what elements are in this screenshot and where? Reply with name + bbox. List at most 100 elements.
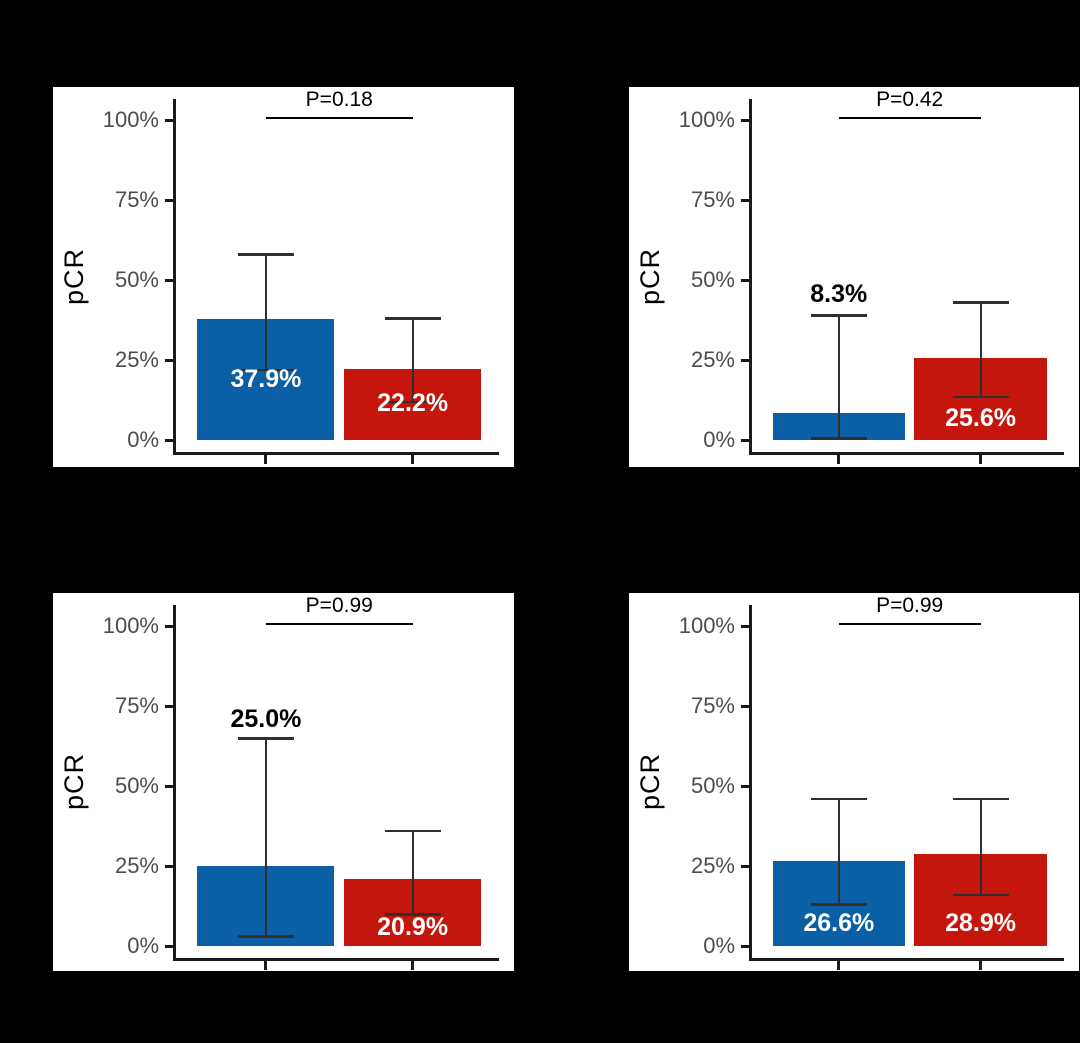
x-tick-mark <box>264 455 268 464</box>
error-bar-cap <box>810 437 867 440</box>
chart-panel-top-left: pCR 0% 25% 50% 75% 100% P=0.18 37.9% 22.2% <box>53 87 514 467</box>
bar-value-label: 8.3% <box>810 280 868 309</box>
y-tick-label: 75% <box>114 187 159 212</box>
error-bar-cap <box>952 797 1009 801</box>
y-tick-label: 0% <box>703 427 735 452</box>
chart-panel-bottom-left: pCR 0% 25% 50% 75% 100% P=0.99 25.0% 20.9% <box>53 593 514 971</box>
y-tick-label: 100% <box>102 613 159 638</box>
y-tick-label: 75% <box>690 187 735 212</box>
error-bar-line <box>979 798 982 895</box>
error-bar-line <box>264 254 267 370</box>
y-tick-mark <box>741 784 749 788</box>
bar-value-label: 26.6% <box>803 908 875 937</box>
y-tick-label: 0% <box>127 933 159 958</box>
error-bar-cap <box>384 317 441 320</box>
error-bar-cap <box>810 314 867 317</box>
y-tick-mark <box>165 118 173 122</box>
bar-value-label: 22.2% <box>377 389 449 418</box>
y-axis-line <box>749 99 752 455</box>
error-bar-cap <box>237 253 294 256</box>
y-tick-label: 25% <box>114 347 159 372</box>
significance-line <box>265 116 413 120</box>
y-tick-mark <box>741 438 749 442</box>
error-bar-cap <box>237 935 294 938</box>
chart-panel-bottom-right: pCR 0% 25% 50% 75% 100% P=0.99 26.6% 28.9% <box>629 593 1079 971</box>
y-axis-line <box>173 99 176 455</box>
y-tick-mark <box>741 944 749 948</box>
y-tick-label: 25% <box>114 853 159 878</box>
x-axis-line <box>173 958 499 961</box>
y-tick-mark <box>741 624 749 628</box>
error-bar-cap <box>384 913 441 916</box>
p-value-label: P=0.99 <box>305 593 373 617</box>
error-bar-cap <box>952 893 1009 897</box>
y-tick-label: 0% <box>703 933 735 958</box>
error-bar-cap <box>810 903 867 906</box>
y-tick-mark <box>165 864 173 868</box>
significance-line <box>838 622 981 626</box>
error-bar-cap <box>384 829 441 833</box>
significance-line <box>838 116 981 120</box>
bar-value-label: 20.9% <box>377 913 449 942</box>
y-tick-mark <box>165 358 173 362</box>
x-axis-line <box>749 958 1064 961</box>
y-tick-mark <box>741 864 749 868</box>
x-axis-line <box>749 452 1064 455</box>
chart-panel-top-right: pCR 0% 25% 50% 75% 100% P=0.42 8.3% 25.6% <box>629 87 1079 467</box>
bar-value-label: 25.6% <box>945 403 1016 432</box>
y-tick-label: 25% <box>690 347 735 372</box>
error-bar-cap <box>237 737 294 740</box>
p-value-label: P=0.99 <box>876 593 944 617</box>
y-tick-label: 75% <box>690 693 735 718</box>
error-bar-line <box>837 798 840 905</box>
y-tick-mark <box>741 198 749 202</box>
y-tick-label: 25% <box>690 853 735 878</box>
x-axis-line <box>173 452 499 455</box>
y-tick-label: 50% <box>114 773 159 798</box>
y-tick-mark <box>165 438 173 442</box>
y-tick-label: 75% <box>114 693 159 718</box>
y-tick-label: 100% <box>102 107 159 132</box>
significance-line <box>265 622 413 626</box>
error-bar-cap <box>952 395 1009 399</box>
y-tick-mark <box>741 278 749 282</box>
bar-value-label: 28.9% <box>945 908 1016 937</box>
y-tick-label: 0% <box>127 427 159 452</box>
y-tick-mark <box>741 118 749 122</box>
y-tick-label: 100% <box>678 107 735 132</box>
y-tick-label: 50% <box>114 267 159 292</box>
error-bar-line <box>411 830 414 914</box>
error-bar-line <box>411 318 414 402</box>
y-tick-label: 50% <box>690 773 735 798</box>
x-tick-mark <box>411 961 415 970</box>
x-tick-mark <box>979 961 983 970</box>
error-bar-cap <box>952 301 1009 304</box>
y-tick-mark <box>165 784 173 788</box>
x-tick-mark <box>411 455 415 464</box>
y-tick-mark <box>741 358 749 362</box>
error-bar-cap <box>384 400 441 404</box>
bar-value-label: 37.9% <box>230 365 302 394</box>
y-tick-mark <box>165 198 173 202</box>
y-axis-line <box>749 605 752 961</box>
y-tick-label: 100% <box>678 613 735 638</box>
error-bar-cap <box>810 797 867 801</box>
p-value-label: P=0.42 <box>876 87 944 111</box>
y-tick-mark <box>165 944 173 948</box>
x-tick-mark <box>264 961 268 970</box>
y-tick-mark <box>741 704 749 708</box>
y-tick-label: 50% <box>690 267 735 292</box>
bar-value-label: 25.0% <box>230 704 302 733</box>
error-bar-line <box>837 315 840 439</box>
error-bar-cap <box>237 368 294 372</box>
error-bar-line <box>979 302 982 397</box>
y-tick-mark <box>165 704 173 708</box>
p-value-label: P=0.18 <box>305 87 373 111</box>
x-tick-mark <box>837 455 841 464</box>
y-tick-mark <box>165 278 173 282</box>
y-axis-line <box>173 605 176 961</box>
error-bar-line <box>264 738 267 937</box>
x-tick-mark <box>837 961 841 970</box>
y-tick-mark <box>165 624 173 628</box>
